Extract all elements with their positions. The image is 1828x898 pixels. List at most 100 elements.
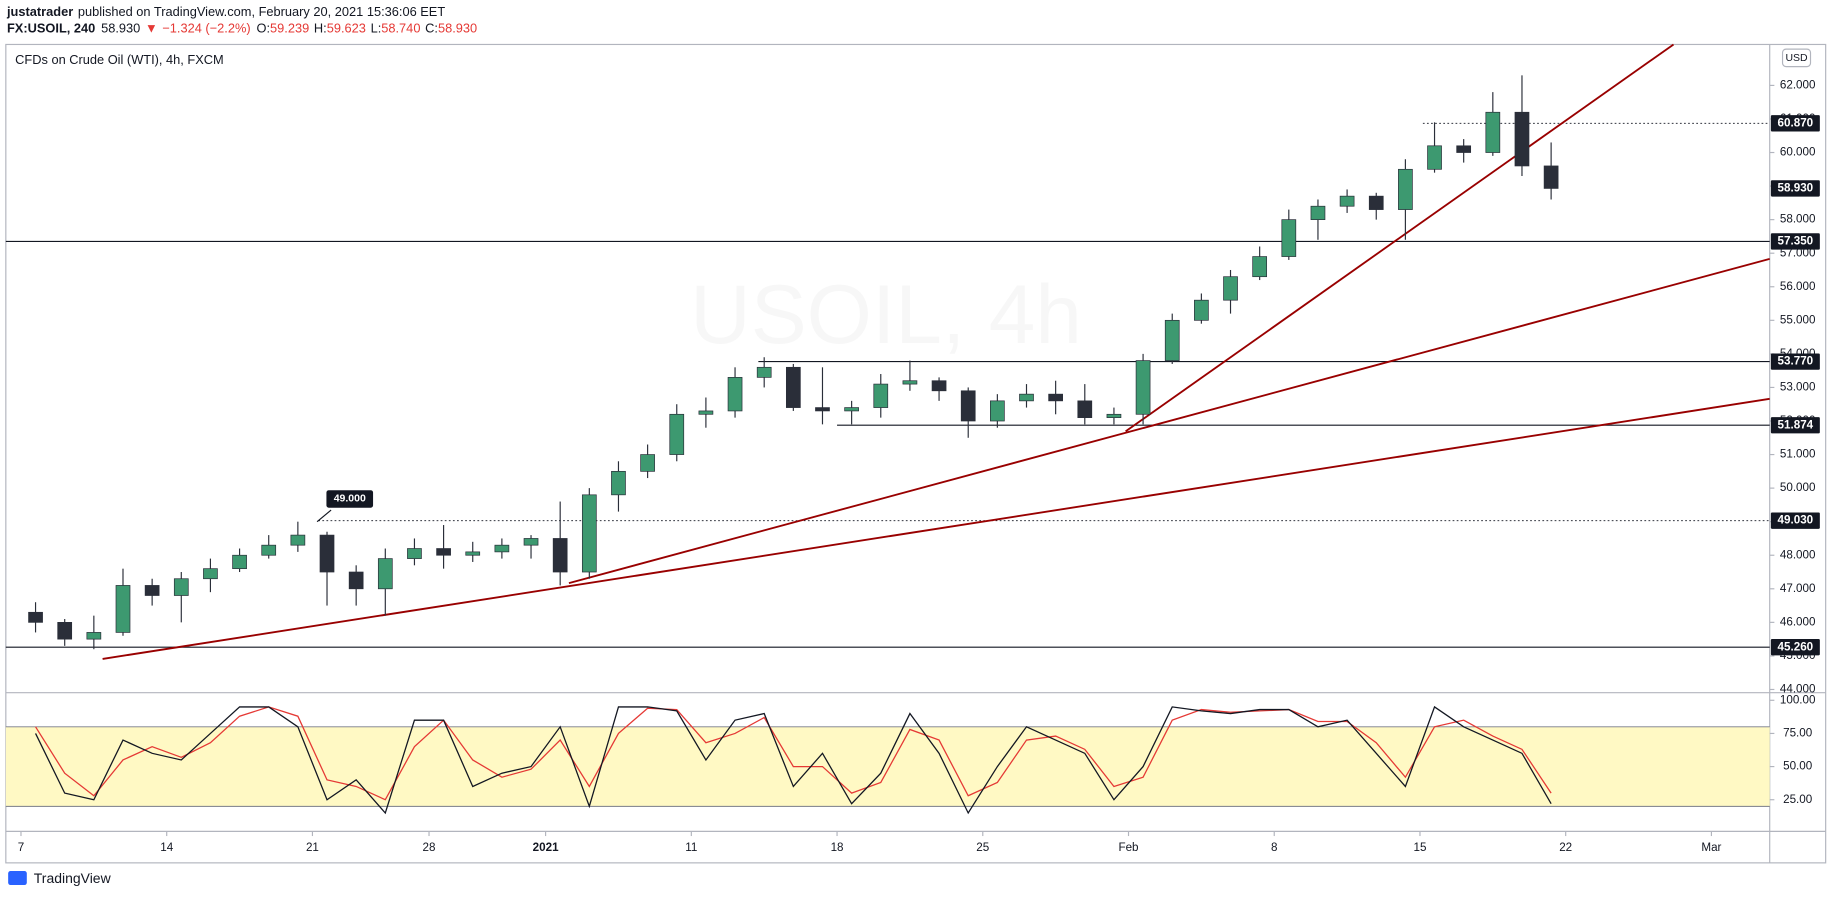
level-label: 51.874 bbox=[1778, 418, 1814, 431]
level-label: 45.260 bbox=[1778, 640, 1814, 653]
trendline bbox=[102, 397, 1770, 660]
annotation-label: 49.000 bbox=[334, 494, 366, 505]
candle-body bbox=[1223, 276, 1238, 301]
candle-body bbox=[1398, 168, 1413, 210]
candle-body bbox=[1048, 393, 1063, 402]
y-tick-label: 100.00 bbox=[1780, 693, 1816, 706]
candle-body bbox=[261, 544, 277, 556]
candle-body bbox=[1427, 145, 1442, 170]
x-tick-label: 11 bbox=[685, 841, 697, 854]
candle-body bbox=[552, 538, 568, 573]
candle-body bbox=[873, 383, 889, 408]
candle-body bbox=[1368, 195, 1384, 210]
candle-body bbox=[902, 380, 918, 385]
header-line: justatrader published on TradingView.com,… bbox=[6, 4, 445, 19]
candle-body bbox=[1456, 145, 1472, 153]
level-label-box bbox=[1770, 115, 1820, 132]
candle-body bbox=[1019, 393, 1034, 402]
candle-body bbox=[844, 407, 859, 412]
symbol: FX:USOIL, 240 bbox=[7, 21, 95, 36]
candle-body bbox=[727, 377, 743, 412]
candle-body bbox=[319, 534, 335, 573]
ohlc-label: L: bbox=[371, 21, 382, 36]
symbol-line: FX:USOIL, 240 58.930 ▼ −1.324 (−2.2%) O:59.2… bbox=[7, 21, 477, 36]
level-label-box bbox=[1770, 639, 1820, 656]
level-label: 49.030 bbox=[1778, 514, 1814, 527]
level-label-box bbox=[1770, 180, 1820, 197]
x-tick-label: Feb bbox=[1118, 841, 1138, 854]
trendline bbox=[568, 258, 1770, 584]
candle-body bbox=[581, 494, 597, 573]
x-tick-label: 7 bbox=[18, 841, 24, 854]
candle-body bbox=[640, 454, 655, 472]
published: published on TradingView.com, February 2… bbox=[78, 4, 445, 19]
ohlc-value: 59.623 bbox=[327, 21, 366, 36]
candle-body bbox=[290, 534, 306, 546]
logo-mark bbox=[8, 871, 27, 886]
level-label-box bbox=[1770, 512, 1820, 529]
y-tick-label: 50.000 bbox=[1780, 481, 1816, 494]
y-tick-label: 50.00 bbox=[1783, 760, 1813, 773]
candle-body bbox=[86, 632, 102, 640]
candle-body bbox=[28, 611, 43, 623]
x-tick-label: 8 bbox=[1271, 841, 1277, 854]
candle-body bbox=[1077, 400, 1093, 418]
level-label: 57.350 bbox=[1778, 235, 1814, 248]
annotation-box bbox=[326, 490, 374, 508]
x-tick-label: 18 bbox=[831, 841, 844, 854]
currency-box bbox=[1781, 48, 1812, 68]
y-tick-label: 44.000 bbox=[1780, 683, 1816, 696]
candle-body bbox=[203, 568, 218, 580]
candle-body bbox=[960, 390, 976, 422]
candle-body bbox=[756, 366, 772, 378]
ohlc-label: O: bbox=[256, 21, 270, 36]
candle-body bbox=[1252, 256, 1268, 278]
candle-body bbox=[1514, 111, 1530, 167]
level-label: 53.770 bbox=[1778, 355, 1814, 368]
candle-body bbox=[173, 578, 189, 596]
x-tick-label: 2021 bbox=[533, 841, 559, 854]
stoch-line bbox=[34, 705, 1552, 815]
y-tick-label: 56.000 bbox=[1780, 280, 1816, 293]
level-label-box bbox=[1770, 353, 1820, 370]
ohlc-value: 58.930 bbox=[438, 21, 477, 36]
candle-body bbox=[232, 554, 247, 570]
x-tick-label: Mar bbox=[1701, 841, 1721, 854]
candle-body bbox=[1164, 319, 1180, 361]
y-tick-label: 48.000 bbox=[1780, 548, 1816, 561]
x-tick-label: 25 bbox=[976, 841, 989, 854]
candle-body bbox=[1281, 219, 1297, 257]
change: −1.324 (−2.2%) bbox=[162, 21, 250, 36]
candle-body bbox=[377, 558, 393, 590]
last-price: 58.930 bbox=[101, 21, 140, 36]
candle-body bbox=[815, 407, 830, 412]
candle-body bbox=[1135, 360, 1151, 415]
candle-body bbox=[785, 366, 801, 408]
ohlc-value: 59.239 bbox=[270, 21, 309, 36]
candle-body bbox=[144, 585, 160, 596]
y-tick-label: 51.000 bbox=[1780, 448, 1816, 461]
candle-body bbox=[494, 544, 510, 553]
candle-body bbox=[669, 413, 685, 455]
level-label-box bbox=[1770, 233, 1820, 250]
y-tick-label: 55.000 bbox=[1780, 313, 1816, 326]
candle-body bbox=[1543, 165, 1559, 189]
level-label: 58.930 bbox=[1778, 182, 1814, 195]
candle-body bbox=[465, 551, 481, 556]
watermark: USOIL, 4h bbox=[690, 267, 1082, 361]
y-tick-label: 47.000 bbox=[1780, 582, 1816, 595]
pane-title: CFDs on Crude Oil (WTI), 4h, FXCM bbox=[15, 52, 224, 67]
plot-layer: 44.00045.00046.00047.00048.00049.00050.0… bbox=[5, 43, 1820, 854]
y-tick-label: 58.000 bbox=[1780, 213, 1816, 226]
y-tick-label: 46.000 bbox=[1780, 615, 1816, 628]
candle-body bbox=[1310, 205, 1326, 220]
annotation-pointer bbox=[316, 509, 332, 523]
candle-body bbox=[990, 400, 1005, 422]
candle-body bbox=[57, 622, 73, 640]
band-fill bbox=[5, 726, 1770, 807]
level-label: 60.870 bbox=[1778, 116, 1814, 129]
stoch-line bbox=[35, 706, 1552, 801]
ohlc-label: C: bbox=[425, 21, 438, 36]
trendline bbox=[1125, 43, 1675, 433]
